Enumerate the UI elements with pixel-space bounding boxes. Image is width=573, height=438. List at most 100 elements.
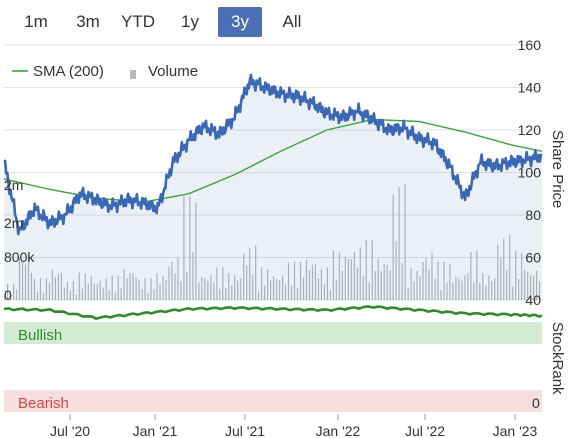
volume-bar: [443, 261, 445, 300]
volume-bar: [482, 273, 484, 300]
price-area-fill: [4, 74, 542, 301]
range-button-3m[interactable]: 3m: [76, 12, 100, 31]
volume-legend-label[interactable]: Volume: [148, 63, 198, 80]
volume-legend-swatch[interactable]: [130, 70, 136, 79]
volume-bar: [207, 280, 209, 300]
stockrank-line: [3, 305, 543, 321]
y-tick-label: 120: [518, 122, 542, 138]
volume-tick-label: 800k: [4, 249, 35, 265]
range-button-ytd[interactable]: YTD: [121, 12, 155, 31]
volume-bar: [332, 250, 334, 300]
volume-bar: [488, 275, 490, 300]
volume-bar: [255, 245, 257, 300]
volume-bar: [287, 262, 290, 300]
volume-bar: [338, 252, 340, 300]
volume-bar: [243, 253, 245, 300]
volume-bar: [296, 287, 299, 300]
volume-bar: [162, 275, 164, 300]
volume-bar: [419, 276, 421, 300]
volume-bar: [479, 283, 481, 300]
volume-bar: [485, 285, 487, 300]
volume-bar: [317, 278, 320, 300]
volume-bar: [36, 292, 39, 300]
range-button-all[interactable]: All: [282, 12, 302, 31]
y-tick-label: 40: [525, 292, 541, 308]
volume-bar: [249, 248, 251, 300]
volume-bar: [120, 287, 122, 300]
volume-bar: [380, 271, 382, 300]
volume-bar: [222, 267, 224, 300]
volume-bar: [156, 273, 158, 300]
volume-bar: [4, 295, 6, 300]
volume-bar: [159, 284, 161, 300]
volume-bar: [323, 284, 326, 300]
volume-bar: [536, 270, 538, 300]
volume-bar: [395, 241, 397, 300]
range-button-3y[interactable]: 3y: [218, 7, 262, 37]
volume-bar: [15, 289, 18, 300]
volume-bar: [506, 269, 508, 300]
volume-bar: [204, 278, 206, 300]
volume-bar: [422, 262, 424, 300]
bearish-label: Bearish: [18, 395, 69, 412]
share-price-line: [3, 73, 543, 236]
volume-bar: [467, 273, 469, 300]
volume-bar: [374, 270, 376, 300]
y-tick-label: 100: [518, 165, 542, 181]
volume-bar: [48, 282, 51, 300]
volume-bar: [329, 290, 331, 300]
volume-bar: [81, 288, 83, 300]
y-axis-right-ticks: 40 60 80 100 120 140 160: [518, 37, 542, 308]
volume-bar: [455, 276, 457, 300]
range-button-1m[interactable]: 1m: [24, 12, 48, 31]
volume-bar: [278, 280, 281, 300]
volume-bar: [320, 269, 323, 300]
volume-bar: [404, 184, 406, 300]
volume-bar: [437, 261, 439, 300]
volume-bar: [341, 271, 343, 300]
volume-bar: [135, 277, 137, 300]
volume-bar: [413, 281, 415, 300]
volume-bar: [389, 270, 391, 300]
volume-bar: [359, 247, 361, 300]
volume-bar: [491, 280, 493, 300]
volume-bar: [290, 285, 293, 300]
volume-bar: [24, 264, 27, 300]
volume-bar: [401, 262, 403, 300]
stockrank-zero-tick: 0: [532, 395, 540, 411]
volume-bar: [111, 275, 113, 300]
volume-bar: [500, 257, 502, 300]
volume-bar: [18, 257, 21, 300]
volume-bar: [99, 280, 101, 300]
volume-bar: [210, 275, 212, 300]
legend: SMA (200) Volume: [12, 63, 198, 80]
volume-bar: [470, 251, 472, 300]
volume-bar: [84, 273, 86, 300]
volume-bar: [261, 267, 263, 300]
range-button-1y[interactable]: 1y: [181, 12, 199, 31]
volume-bar: [452, 282, 454, 300]
x-tick-label: Jul '21: [225, 423, 265, 438]
volume-bar: [473, 282, 475, 300]
volume-bar: [186, 271, 188, 300]
volume-bar: [117, 275, 119, 300]
volume-bar: [66, 282, 68, 300]
volume-bar: [302, 277, 305, 300]
volume-bar: [45, 278, 48, 300]
volume-bar: [72, 280, 74, 300]
sma-legend-label[interactable]: SMA (200): [33, 63, 104, 80]
volume-bar: [144, 278, 146, 300]
volume-bar: [521, 252, 523, 300]
volume-bar: [180, 281, 182, 300]
volume-bar: [78, 272, 80, 300]
volume-bar: [308, 270, 311, 300]
volume-bar: [383, 263, 385, 300]
volume-bar: [174, 273, 176, 300]
x-axis-labels: Jul '20 Jan '21 Jul '21 Jan '22 Jul '22 Jan '…: [50, 414, 538, 438]
volume-bar: [515, 250, 517, 300]
volume-axis-ticks: 0 800k 2m 2m: [4, 177, 35, 303]
volume-bar: [464, 275, 466, 300]
volume-bar: [275, 278, 278, 300]
volume-bar: [192, 251, 194, 300]
